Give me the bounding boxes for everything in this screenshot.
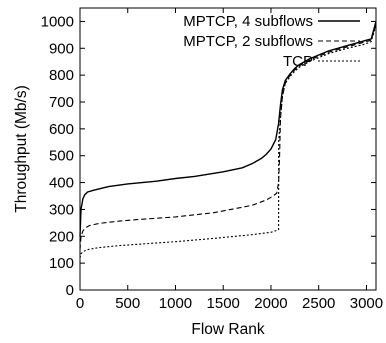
x-tick-label: 1000 bbox=[159, 295, 192, 312]
y-tick-label: 900 bbox=[49, 40, 74, 57]
series-line-1 bbox=[79, 21, 377, 237]
series-lines bbox=[79, 21, 377, 258]
legend-label-2: MPTCP, 2 subflows bbox=[183, 33, 313, 50]
y-tick-label: 200 bbox=[49, 228, 74, 245]
plot-axes bbox=[79, 7, 377, 291]
x-tick-label: 2500 bbox=[302, 295, 335, 312]
x-tick-label: 3000 bbox=[350, 295, 383, 312]
x-axis-label: Flow Rank bbox=[191, 321, 264, 338]
x-tick-label: 500 bbox=[115, 295, 140, 312]
y-tick-label: 1000 bbox=[41, 13, 74, 30]
x-tick-label: 2000 bbox=[254, 295, 287, 312]
y-tick-label: 400 bbox=[49, 175, 74, 192]
x-tick-label: 1500 bbox=[207, 295, 240, 312]
x-tick-label: 0 bbox=[76, 295, 84, 312]
y-tick-label: 700 bbox=[49, 94, 74, 111]
y-tick-label: 600 bbox=[49, 121, 74, 138]
plot-frame bbox=[79, 7, 377, 291]
series-line-3 bbox=[79, 25, 377, 258]
series-line-2 bbox=[79, 23, 377, 250]
y-tick-label: 500 bbox=[49, 148, 74, 165]
y-tick-label: 0 bbox=[66, 282, 74, 299]
axis-ticks: 0 100 200 300 400 500 600 700 800 900 1000 0 500 1000… bbox=[41, 8, 383, 312]
legend-label-1: MPTCP, 4 subflows bbox=[183, 13, 313, 30]
y-axis-label: Throughput (Mb/s) bbox=[13, 85, 30, 213]
y-tick-label: 800 bbox=[49, 67, 74, 84]
y-tick-label: 300 bbox=[49, 201, 74, 218]
legend-label-3: TCP bbox=[283, 53, 313, 70]
legend: MPTCP, 4 subflows MPTCP, 2 subflows TCP bbox=[183, 13, 360, 70]
y-tick-label: 100 bbox=[49, 255, 74, 272]
